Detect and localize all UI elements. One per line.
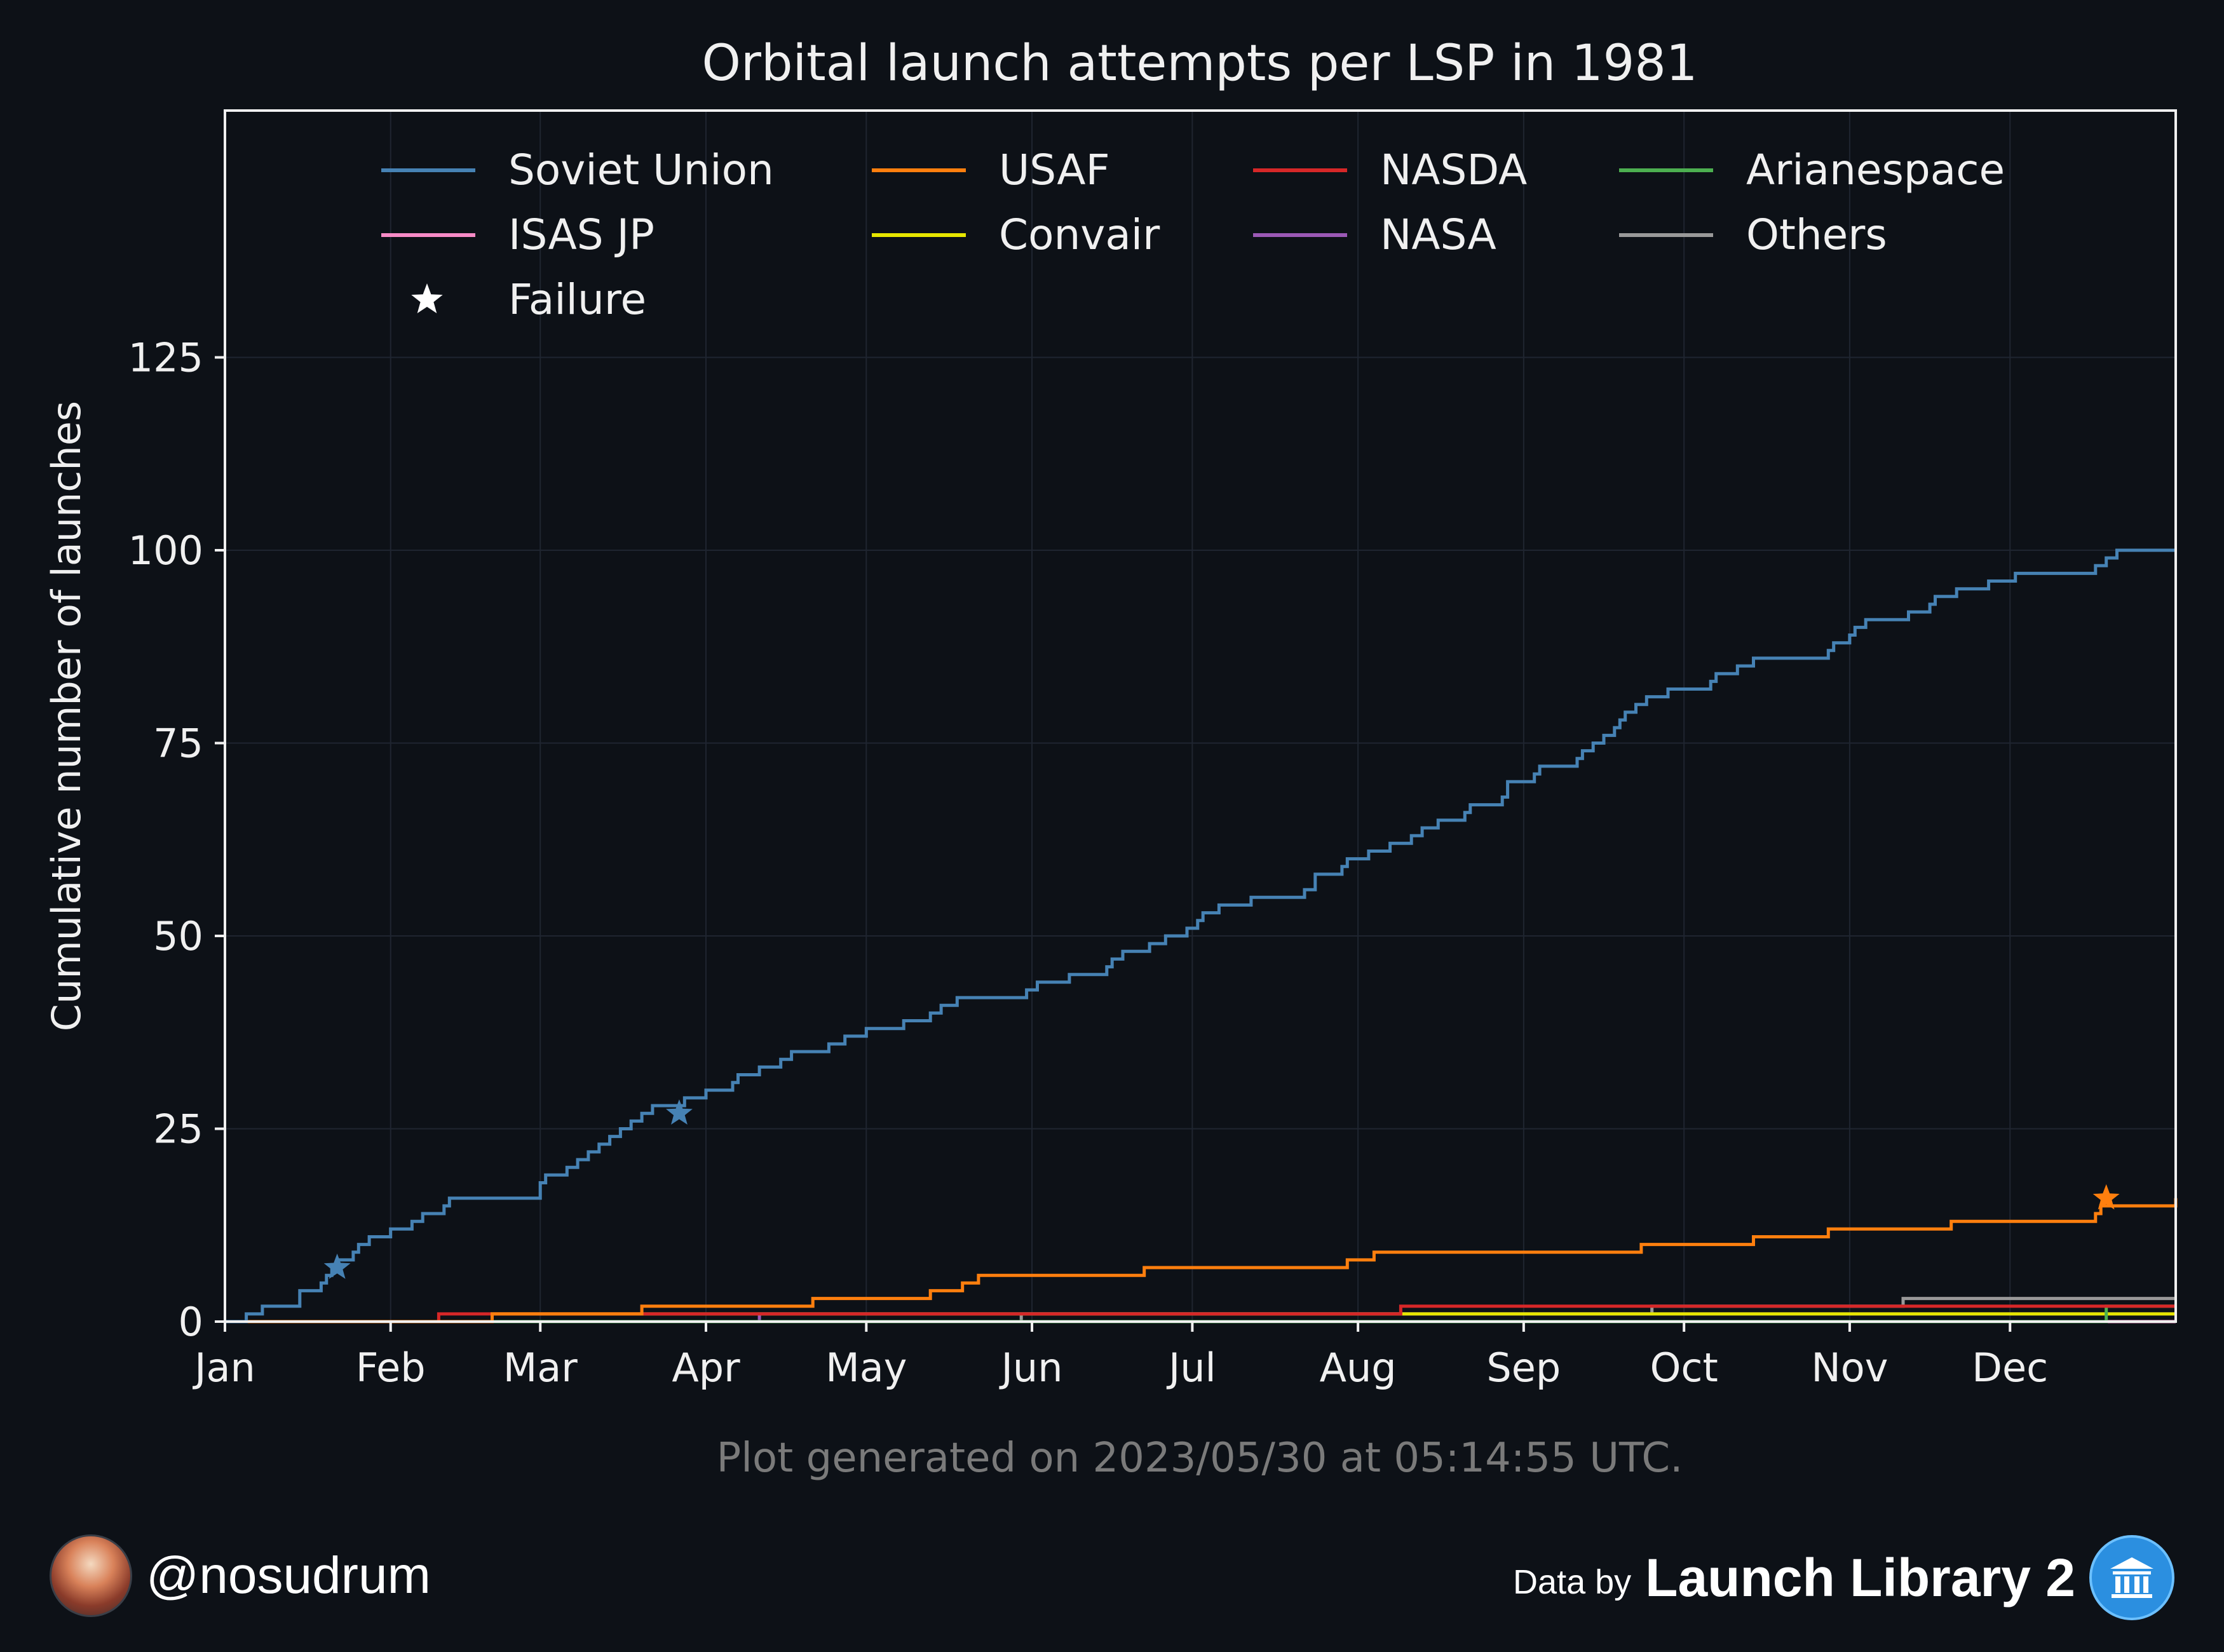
legend: Soviet Union USAF NASDA Arianespace ISAS JP C…	[381, 146, 2005, 324]
series-line-usaf	[225, 1198, 2178, 1324]
x-tick-label: Jan	[192, 1344, 255, 1391]
y-tick-label: 125	[128, 334, 203, 381]
y-tick-label: 0	[179, 1299, 203, 1345]
author: @nosudrum	[50, 1534, 431, 1617]
legend-label: Failure	[508, 275, 646, 324]
series-line-others	[225, 1297, 2176, 1324]
y-axis-label: Cumulative number of launches	[43, 401, 90, 1031]
y-tick-label: 75	[153, 720, 203, 766]
data-source: Data by Launch Library 2	[1513, 1535, 2174, 1620]
x-tick-label: Aug	[1320, 1344, 1397, 1391]
y-tick-label: 25	[153, 1106, 203, 1152]
generated-note: Plot generated on 2023/05/30 at 05:14:55…	[717, 1435, 1683, 1482]
axes: Jan Feb Mar Apr May Jun Jul Aug Sep Oct Nov Dec 0 25 5…	[128, 334, 2049, 1391]
data-by-label: Data by	[1513, 1563, 1632, 1601]
legend-label: NASA	[1380, 210, 1496, 259]
x-tick-label: Jul	[1166, 1344, 1216, 1391]
legend-label: NASDA	[1380, 146, 1527, 194]
y-tick-label: 50	[153, 913, 203, 959]
avatar-icon	[50, 1534, 132, 1617]
series-line-soviet-union	[225, 548, 2176, 1324]
x-tick-label: Mar	[503, 1344, 578, 1391]
legend-label: Arianespace	[1746, 146, 2005, 194]
chart-title: Orbital launch attempts per LSP in 1981	[702, 35, 1698, 92]
x-tick-label: Sep	[1486, 1344, 1561, 1391]
failure-marker	[323, 1254, 351, 1279]
y-tick-label: 100	[128, 527, 203, 574]
legend-label: Convair	[999, 210, 1160, 259]
source-name: Launch Library 2	[1645, 1547, 2075, 1608]
failure-marker	[2092, 1184, 2120, 1210]
x-tick-label: Apr	[672, 1344, 740, 1391]
author-handle: @nosudrum	[146, 1547, 431, 1604]
x-tick-label: Nov	[1811, 1344, 1888, 1391]
plot-frame	[224, 109, 2177, 1323]
legend-failure-icon	[411, 283, 443, 313]
x-tick-label: Oct	[1650, 1344, 1718, 1391]
legend-label: ISAS JP	[508, 210, 654, 259]
x-tick-label: Feb	[356, 1344, 426, 1391]
failure-marker	[666, 1099, 693, 1125]
building-icon	[2089, 1535, 2174, 1620]
x-tick-label: Jun	[999, 1344, 1063, 1391]
x-tick-label: Dec	[1972, 1344, 2048, 1391]
legend-label: USAF	[999, 146, 1110, 194]
x-tick-label: May	[825, 1344, 907, 1391]
legend-label: Others	[1746, 210, 1887, 259]
legend-label: Soviet Union	[508, 146, 774, 194]
